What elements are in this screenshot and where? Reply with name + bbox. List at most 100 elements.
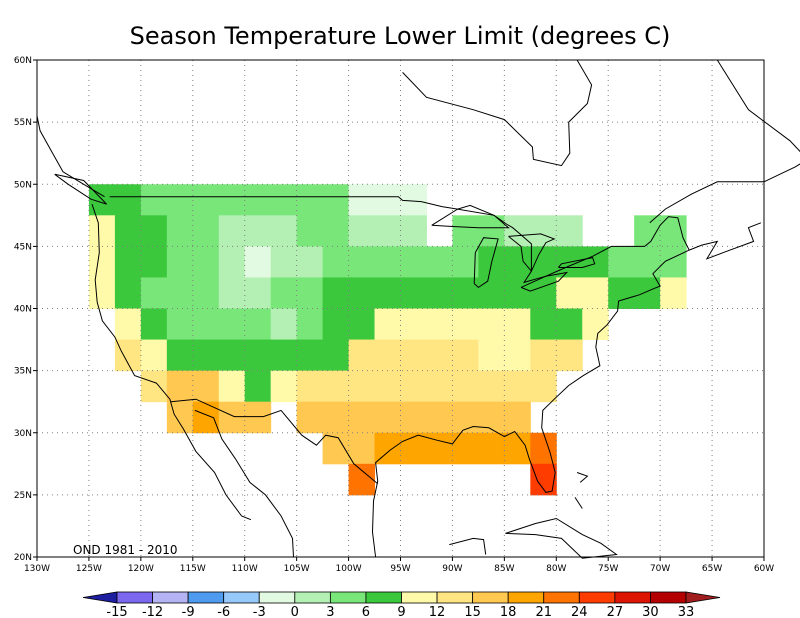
heatmap-cell (218, 277, 272, 309)
lon-tick-label: 75W (598, 564, 618, 574)
coastline-segment (91, 203, 252, 521)
heatmap-cell (322, 308, 376, 341)
heatmap-cell (270, 370, 298, 403)
heatmap-cell (192, 401, 220, 434)
lat-tick-label: 35N (14, 367, 32, 377)
lon-tick-label: 95W (390, 564, 410, 574)
coastline-segment (649, 181, 764, 224)
colorbar-label: 3 (326, 605, 334, 618)
heatmap-cell (530, 370, 557, 403)
colorbar-swatch (614, 591, 651, 604)
coastline-segment (508, 233, 556, 273)
heatmap-cell (270, 308, 298, 341)
heatmap-cell (322, 432, 376, 465)
heatmap-cell (140, 370, 168, 403)
lat-tick-label: 45N (14, 242, 32, 252)
coastline-segment (574, 497, 583, 509)
colorbar-label: 12 (429, 605, 446, 618)
coastline-segment (505, 517, 618, 559)
heatmap-cell (322, 277, 427, 309)
colorbar-label: 21 (535, 605, 552, 618)
colorbar-min-arrow (82, 591, 118, 604)
heatmap-cell (296, 401, 376, 434)
latitude-ticks: 20N 25N 30N 35N 40N 45N 50N 55N 60N (14, 56, 37, 563)
colorbar-label: 24 (571, 605, 588, 618)
heatmap-cell (140, 308, 168, 341)
colorbar-label: 33 (678, 605, 695, 618)
heatmap-cell (504, 432, 531, 465)
heatmap-cell (504, 277, 557, 309)
heatmap-cell (478, 308, 531, 341)
heatmap-cell (192, 339, 272, 372)
colorbar-label: -12 (142, 605, 163, 618)
coastline-segment (449, 537, 487, 555)
coastline-segment (371, 222, 762, 558)
lon-tick-label: 100W (336, 564, 362, 574)
heatmap-cell (348, 215, 427, 247)
heatmap-cell (296, 308, 324, 341)
heatmap-cell (660, 277, 687, 309)
lat-tick-label: 60N (14, 56, 32, 66)
colorbar-swatch (152, 591, 189, 604)
heatmap-cell (114, 246, 168, 278)
heatmap-cell (426, 246, 479, 278)
lon-tick-label: 60W (754, 564, 774, 574)
colorbar-swatch (223, 591, 260, 604)
colorbar-label: -9 (182, 605, 195, 618)
lat-tick-label: 25N (14, 491, 32, 501)
coastline-segment (473, 237, 499, 289)
heatmap-cell (114, 339, 142, 372)
map-title: Season Temperature Lower Limit (degrees … (129, 22, 671, 50)
heatmap-cell (140, 184, 298, 216)
coastline-segment (716, 59, 800, 183)
colorbar-label: 6 (362, 605, 370, 618)
colorbar-label: 15 (464, 605, 481, 618)
lon-tick-label: 70W (650, 564, 670, 574)
coastline-segment (558, 257, 596, 268)
heatmap-cell (140, 277, 220, 309)
coastline-segment (576, 472, 589, 483)
heatmap-cell (374, 401, 531, 434)
colorbar-swatch (436, 591, 474, 604)
colorbar-label: 18 (500, 605, 517, 618)
lon-tick-label: 115W (180, 564, 206, 574)
heatmap-cell (218, 246, 246, 278)
heatmap-cell (296, 370, 376, 403)
colorbar-label: -3 (253, 605, 266, 618)
lon-tick-label: 110W (232, 564, 258, 574)
lat-tick-label: 55N (14, 118, 32, 128)
colorbar-swatch (365, 591, 402, 604)
heatmap-cell (348, 339, 401, 372)
coastline-segment (54, 173, 107, 205)
lat-tick-label: 30N (14, 429, 32, 439)
heatmap-cell (296, 184, 350, 216)
colorbar-swatch (187, 591, 225, 604)
heatmap-cell (166, 246, 220, 278)
colorbar-label: 30 (642, 605, 659, 618)
coastline-segment (402, 59, 593, 167)
heatmap-cell (114, 277, 142, 309)
lon-tick-label: 90W (442, 564, 462, 574)
heatmap-cell (270, 339, 350, 372)
lon-tick-label: 80W (546, 564, 566, 574)
heatmap-cell (322, 246, 427, 278)
heatmap-cell (88, 215, 116, 247)
heatmap-cell (348, 463, 376, 496)
heatmap-cell (166, 401, 194, 434)
heatmap-cell (608, 246, 661, 278)
heatmap-cell (374, 308, 479, 341)
heatmap-cell (88, 277, 116, 309)
heatmap-cell (608, 277, 661, 309)
coastline-segment (194, 409, 294, 558)
colorbar-swatch (401, 591, 438, 604)
colorbar-label: 0 (291, 605, 299, 618)
lon-tick-label: 125W (76, 564, 102, 574)
colorbar-swatch (294, 591, 331, 604)
heatmap-cell (270, 277, 324, 309)
colorbar-swatch (578, 591, 616, 604)
coastline-segment (170, 398, 379, 485)
lon-tick-label: 65W (702, 564, 722, 574)
heatmap-cells (88, 184, 687, 496)
heatmap-cell (166, 339, 194, 372)
colorbar-swatch (650, 591, 687, 604)
